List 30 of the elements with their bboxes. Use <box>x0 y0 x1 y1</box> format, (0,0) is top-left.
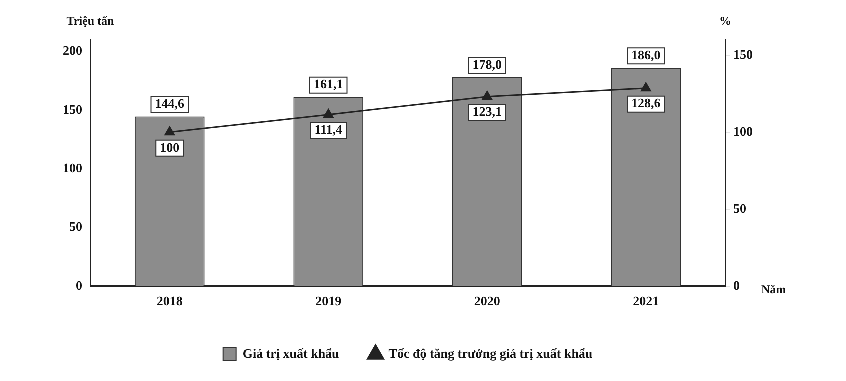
y2-tick-label: 150 <box>734 46 753 62</box>
x-tick-label: 2019 <box>316 294 342 309</box>
legend-label: Tốc độ tăng trưởng giá trị xuất khẩu <box>388 346 593 361</box>
data-label: 123,1 <box>472 104 502 120</box>
data-label: 100 <box>160 140 180 155</box>
point <box>324 109 334 118</box>
data-label: 186,0 <box>632 48 661 63</box>
y-tick-label: 200 <box>63 43 82 58</box>
data-label: 161,1 <box>314 76 344 92</box>
y2-axis-title: % <box>720 14 732 28</box>
point <box>164 126 175 136</box>
x-axis-title: Năm <box>762 282 786 296</box>
x-tick-label: 2020 <box>474 294 500 309</box>
y2-tick-label: 100 <box>734 124 753 139</box>
y2-tick-label: 50 <box>734 200 746 216</box>
y-tick-label: 150 <box>63 102 82 117</box>
y-tick-label: 50 <box>70 219 82 234</box>
data-label: 144,6 <box>155 96 185 112</box>
x-tick-label: 2018 <box>156 294 184 309</box>
point <box>482 91 492 100</box>
data-label: 178,0 <box>472 56 502 72</box>
y-axis-title: Triệu tấn <box>66 14 115 28</box>
point <box>641 82 652 92</box>
y-tick-label: 100 <box>63 160 82 176</box>
data-label: 111,4 <box>314 122 344 138</box>
y-tick-label: 0 <box>76 278 82 293</box>
y2-tick-label: 0 <box>734 278 740 293</box>
data-label: 128,6 <box>632 96 662 111</box>
legend-label: Giá trị xuất khẩu <box>242 346 340 361</box>
x-tick-label: 2021 <box>633 294 660 309</box>
